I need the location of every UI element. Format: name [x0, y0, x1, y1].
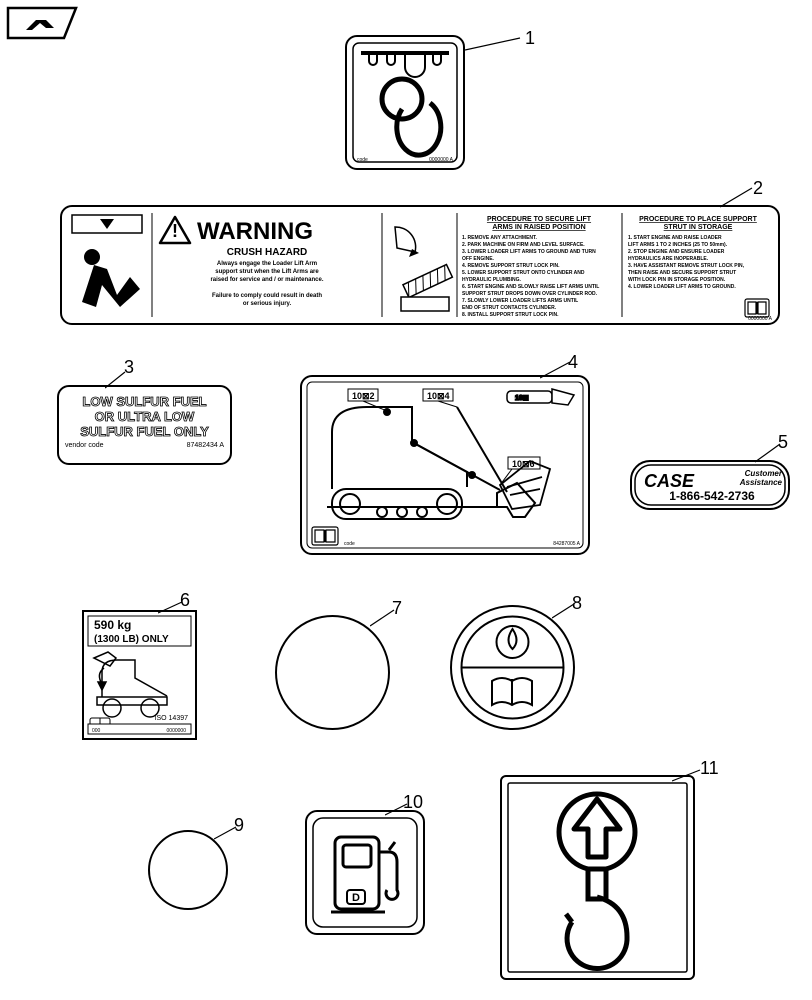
- svg-text:SUPPORT STRUT DROPS DOWN OVER: SUPPORT STRUT DROPS DOWN OVER CYLINDER R…: [462, 291, 598, 297]
- svg-text:code: code: [344, 541, 355, 547]
- svg-text:6. START ENGINE AND SLOWLY RAI: 6. START ENGINE AND SLOWLY RAISE LIFT AR…: [462, 284, 599, 290]
- callout-1: 1: [525, 28, 535, 49]
- decal-tiedown: code 0000000 A: [345, 35, 465, 170]
- manual-icon: [745, 299, 769, 317]
- svg-text:10⊠4: 10⊠4: [427, 391, 450, 401]
- svg-text:4. REMOVE SUPPORT STRUT LOCK P: 4. REMOVE SUPPORT STRUT LOCK PIN.: [462, 263, 560, 269]
- svg-text:THEN RAISE AND SECURE SUPPORT: THEN RAISE AND SECURE SUPPORT STRUT: [628, 270, 736, 276]
- svg-text:Customer: Customer: [745, 469, 783, 478]
- vendor-code: vendor code: [65, 442, 104, 449]
- header-corner-icon: [6, 6, 78, 40]
- svg-text:PROCEDURE TO PLACE SUPPORT: PROCEDURE TO PLACE SUPPORT: [639, 216, 757, 223]
- svg-text:ISO 14397: ISO 14397: [155, 715, 189, 722]
- decal-blank-circle-small: [148, 830, 228, 910]
- svg-text:D: D: [352, 892, 360, 904]
- svg-text:LIFT ARMS 1 TO 2 INCHES (25 TO: LIFT ARMS 1 TO 2 INCHES (25 TO 50mm).: [628, 242, 728, 248]
- ls-line1: LOW SULFUR FUEL: [65, 395, 224, 410]
- decal-blank-circle: [275, 615, 390, 730]
- manual-icon: [312, 527, 338, 545]
- svg-text:or serious injury.: or serious injury.: [243, 301, 292, 307]
- svg-text:STRUT IN STORAGE: STRUT IN STORAGE: [664, 224, 733, 231]
- svg-text:PROCEDURE TO SECURE LIFT: PROCEDURE TO SECURE LIFT: [487, 216, 592, 223]
- decal-lift-point: [500, 775, 695, 980]
- svg-text:(1300 LB) ONLY: (1300 LB) ONLY: [94, 634, 169, 645]
- svg-text:Always engage the Loader Lift: Always engage the Loader Lift Arm: [217, 261, 317, 267]
- svg-text:5. LOWER SUPPORT STRUT ONTO CY: 5. LOWER SUPPORT STRUT ONTO CYLINDER AND: [462, 270, 585, 276]
- svg-text:10⊠6: 10⊠6: [512, 459, 535, 469]
- svg-text:590 kg: 590 kg: [94, 618, 131, 632]
- ls-line2: OR ULTRA LOW: [65, 410, 224, 425]
- svg-text:7. SLOWLY LOWER LOADER LIFTS A: 7. SLOWLY LOWER LOADER LIFTS ARMS UNTIL: [462, 298, 578, 304]
- decal-skidsteer-torque: 10⊠ 10⊠2 10⊠4 10: [300, 375, 590, 555]
- svg-text:support strut when the Lift Ar: support strut when the Lift Arms are: [215, 269, 319, 275]
- code-right: 0000000 A: [429, 157, 454, 163]
- svg-text:3. HAVE ASSISTANT REMOVE STRUT: 3. HAVE ASSISTANT REMOVE STRUT LOCK PIN,: [628, 263, 745, 269]
- svg-text:0000000: 0000000: [167, 728, 187, 734]
- decal-hydraulic-oil: [450, 605, 575, 730]
- svg-text:8. INSTALL SUPPORT STRUT LOCK: 8. INSTALL SUPPORT STRUT LOCK PIN.: [462, 312, 559, 318]
- svg-text:HYDRAULICS ARE INOPERABLE.: HYDRAULICS ARE INOPERABLE.: [628, 256, 709, 262]
- svg-text:10⊠2: 10⊠2: [352, 391, 375, 401]
- svg-text:2. STOP ENGINE AND ENSURE LOAD: 2. STOP ENGINE AND ENSURE LOADER: [628, 249, 725, 255]
- svg-text:1-866-542-2736: 1-866-542-2736: [669, 489, 755, 503]
- svg-text:4. LOWER LOADER LIFT ARMS TO G: 4. LOWER LOADER LIFT ARMS TO GROUND.: [628, 284, 736, 290]
- svg-text:!: !: [172, 221, 178, 241]
- svg-text:1. START ENGINE AND RAISE LOAD: 1. START ENGINE AND RAISE LOADER: [628, 235, 722, 241]
- svg-text:Failure to comply could result: Failure to comply could result in death: [212, 293, 322, 299]
- decal-warning-strip: ! WARNING CRUSH HAZARD Always engage the…: [60, 205, 780, 325]
- svg-text:CASE: CASE: [644, 471, 695, 491]
- warning-title: WARNING: [197, 218, 313, 245]
- code-left: code: [357, 157, 368, 163]
- svg-text:Assistance: Assistance: [739, 478, 783, 487]
- decal-low-sulfur: LOW SULFUR FUEL OR ULTRA LOW SULFUR FUEL…: [57, 385, 232, 465]
- manual-icon: [492, 678, 532, 705]
- svg-text:84287005 A: 84287005 A: [553, 541, 580, 547]
- svg-text:raised for service and / or ma: raised for service and / or maintenance.: [210, 277, 323, 283]
- decal-case-assist: CASE Customer Assistance 1-866-542-2736: [630, 460, 790, 510]
- svg-text:0000000 A: 0000000 A: [748, 316, 773, 322]
- svg-text:OFF ENGINE.: OFF ENGINE.: [462, 256, 495, 262]
- ls-line3: SULFUR FUEL ONLY: [65, 425, 224, 440]
- svg-text:ARMS IN RAISED POSITION: ARMS IN RAISED POSITION: [492, 224, 585, 231]
- decal-diesel: D: [305, 810, 425, 935]
- svg-text:3. LOWER LOADER LIFT ARMS TO G: 3. LOWER LOADER LIFT ARMS TO GROUND AND …: [462, 249, 596, 255]
- svg-text:HYDRAULIC PLUMBING.: HYDRAULIC PLUMBING.: [462, 277, 521, 283]
- svg-text:000: 000: [92, 728, 101, 734]
- svg-text:1. REMOVE ANY ATTACHMENT.: 1. REMOVE ANY ATTACHMENT.: [462, 235, 538, 241]
- hazard-title: CRUSH HAZARD: [227, 247, 308, 258]
- decal-rated-capacity: 590 kg (1300 LB) ONLY ISO 14397 0000000 …: [82, 610, 197, 740]
- svg-text:END OF STRUT CONTACTS CYLINDER: END OF STRUT CONTACTS CYLINDER.: [462, 305, 557, 311]
- svg-text:2. PARK MACHINE ON FIRM AND LE: 2. PARK MACHINE ON FIRM AND LEVEL SURFAC…: [462, 242, 585, 248]
- part-code: 87482434 A: [187, 442, 224, 449]
- svg-text:WITH LOCK PIN IN STORAGE POSIT: WITH LOCK PIN IN STORAGE POSITION.: [628, 277, 726, 283]
- svg-text:10⊠: 10⊠: [515, 395, 529, 402]
